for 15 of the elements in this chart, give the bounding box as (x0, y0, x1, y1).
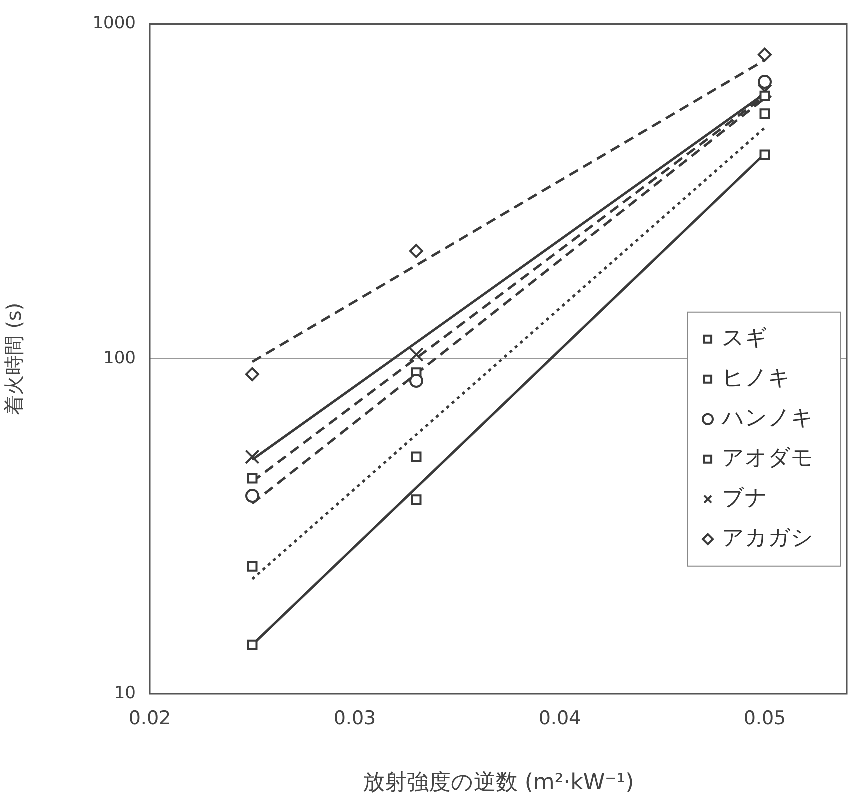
legend-label: アカガシ (722, 526, 814, 552)
y-axis-title: 着火時間 (s) (2, 302, 26, 416)
x-tick-label: 0.05 (744, 707, 786, 730)
legend-label: ハンノキ (721, 406, 814, 432)
y-tick-label: 100 (104, 348, 136, 369)
legend-label: ブナ (722, 486, 768, 512)
legend-label: ヒノキ (722, 366, 791, 392)
x-tick-label: 0.04 (538, 707, 582, 730)
y-tick-label: 1000 (92, 14, 136, 34)
x-axis-title: 放射強度の逆数 (m²·kW⁻¹) (362, 770, 634, 796)
legend-label: アオダモ (722, 446, 814, 472)
y-tick-label: 10 (114, 683, 136, 704)
x-tick-label: 0.03 (334, 707, 376, 730)
x-tick-label: 0.02 (128, 707, 172, 730)
legend-label: スギ (722, 326, 768, 352)
